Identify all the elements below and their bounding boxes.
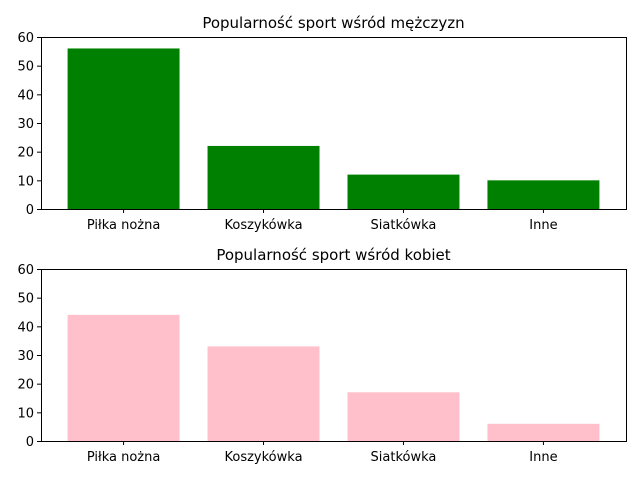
- x-tick-label: Koszykówka: [225, 218, 303, 233]
- y-tick-label: 10: [17, 174, 34, 189]
- y-axis: 0 10 20 30 40 50 60: [17, 31, 41, 218]
- x-tick-label: Piłka nożna: [87, 450, 160, 465]
- bar-group: [67, 48, 600, 209]
- x-tick-label: Siatkówka: [371, 450, 437, 465]
- y-tick-label: 20: [17, 146, 34, 161]
- bar-group: [67, 314, 600, 441]
- y-tick-label: 30: [17, 117, 34, 132]
- y-tick-label: 30: [17, 349, 34, 364]
- x-tick-label: Inne: [529, 450, 557, 465]
- bar-1: [207, 346, 320, 441]
- y-tick-label: 10: [17, 406, 34, 421]
- bar-3: [487, 423, 600, 441]
- plot-frame: [41, 37, 627, 210]
- y-tick-label: 40: [17, 88, 34, 103]
- y-tick-label: 0: [26, 435, 34, 450]
- y-tick-label: 50: [17, 60, 34, 75]
- chart-women: Popularność sport wśród kobiet 0 10 20 30 40…: [17, 246, 627, 465]
- chart-men: Popularność sport wśród mężczyzn 0 10 20 30…: [17, 14, 627, 233]
- bar-1: [207, 145, 320, 209]
- y-tick-label: 20: [17, 378, 34, 393]
- x-tick-label: Piłka nożna: [87, 218, 160, 233]
- y-axis: 0 10 20 30 40 50 60: [17, 263, 41, 450]
- x-tick-label: Siatkówka: [371, 218, 437, 233]
- bar-0: [67, 314, 180, 441]
- x-axis: Piłka nożna Koszykówka Siatkówka Inne: [87, 441, 558, 465]
- y-tick-label: 0: [26, 203, 34, 218]
- x-tick-label: Inne: [529, 218, 557, 233]
- y-tick-label: 60: [17, 31, 34, 46]
- bar-2: [347, 392, 460, 441]
- chart-title: Popularność sport wśród kobiet: [216, 246, 450, 264]
- y-tick-label: 40: [17, 320, 34, 335]
- x-tick-label: Koszykówka: [225, 450, 303, 465]
- chart-title: Popularność sport wśród mężczyzn: [202, 14, 464, 32]
- y-tick-label: 60: [17, 263, 34, 278]
- y-tick-label: 50: [17, 292, 34, 307]
- x-axis: Piłka nożna Koszykówka Siatkówka Inne: [87, 209, 558, 233]
- plot-frame: [41, 269, 627, 442]
- bar-3: [487, 180, 600, 209]
- bar-2: [347, 174, 460, 209]
- bar-0: [67, 48, 180, 209]
